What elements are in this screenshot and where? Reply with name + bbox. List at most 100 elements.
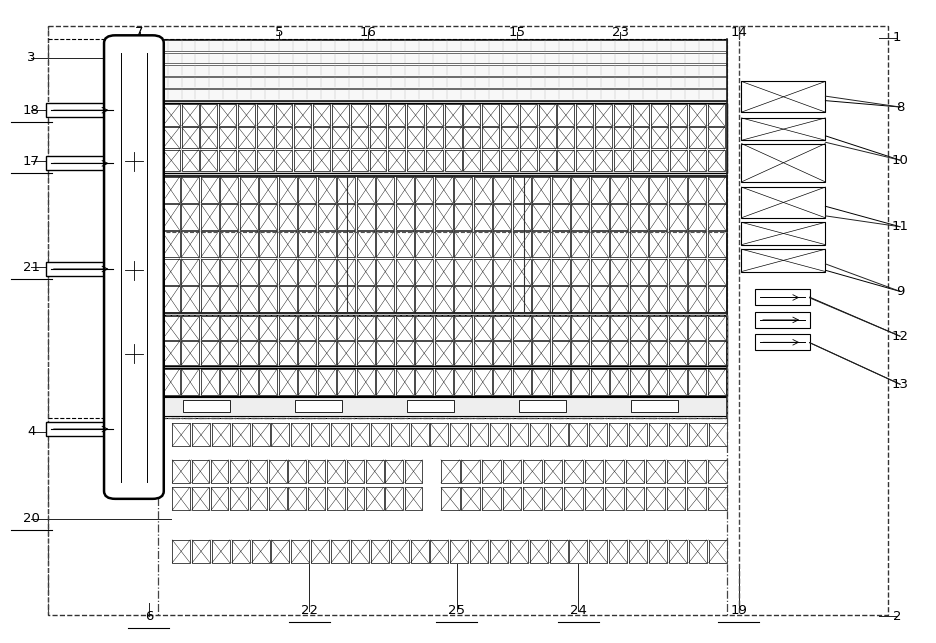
Text: 24: 24 bbox=[570, 604, 587, 617]
Bar bbox=[513, 231, 531, 257]
Bar bbox=[201, 341, 218, 365]
Bar bbox=[431, 540, 448, 563]
Bar bbox=[162, 316, 180, 340]
Bar bbox=[463, 127, 480, 149]
Bar bbox=[533, 177, 550, 203]
Bar bbox=[552, 341, 570, 365]
Bar bbox=[388, 104, 405, 126]
Bar bbox=[192, 423, 210, 446]
Bar bbox=[416, 316, 433, 340]
Bar bbox=[182, 341, 199, 365]
Bar bbox=[376, 231, 394, 257]
Bar bbox=[158, 397, 727, 416]
Text: 12: 12 bbox=[892, 330, 909, 343]
Bar bbox=[610, 316, 628, 340]
Bar bbox=[252, 423, 270, 446]
Bar bbox=[513, 316, 531, 340]
Bar bbox=[629, 423, 647, 446]
Bar bbox=[650, 341, 667, 365]
Bar bbox=[689, 341, 706, 365]
Bar bbox=[552, 258, 570, 285]
Bar bbox=[230, 460, 248, 483]
Text: 16: 16 bbox=[359, 26, 376, 39]
Bar bbox=[666, 460, 685, 483]
Bar bbox=[530, 423, 548, 446]
Bar bbox=[708, 204, 725, 230]
Bar bbox=[294, 104, 312, 126]
Bar bbox=[370, 150, 387, 171]
Text: 8: 8 bbox=[896, 100, 904, 114]
Bar bbox=[435, 231, 452, 257]
Bar bbox=[294, 150, 312, 171]
Bar bbox=[46, 156, 121, 170]
Bar bbox=[183, 399, 230, 412]
Bar bbox=[252, 540, 270, 563]
Bar bbox=[571, 231, 589, 257]
Bar bbox=[328, 460, 344, 483]
Bar bbox=[445, 127, 461, 149]
Bar bbox=[482, 104, 499, 126]
Bar bbox=[376, 204, 394, 230]
Bar bbox=[357, 204, 374, 230]
Bar bbox=[296, 399, 342, 412]
Bar bbox=[220, 369, 238, 395]
Bar bbox=[610, 177, 628, 203]
Bar bbox=[513, 177, 531, 203]
Bar bbox=[687, 487, 706, 511]
Bar bbox=[182, 286, 199, 312]
Bar bbox=[651, 104, 668, 126]
Bar bbox=[220, 204, 238, 230]
Bar bbox=[708, 286, 725, 312]
Bar bbox=[614, 127, 631, 149]
Bar bbox=[416, 231, 433, 257]
Bar bbox=[346, 487, 364, 511]
Bar bbox=[407, 127, 424, 149]
Bar bbox=[590, 423, 607, 446]
Bar bbox=[259, 341, 277, 365]
Bar bbox=[669, 177, 687, 203]
Bar bbox=[332, 127, 349, 149]
Bar bbox=[513, 341, 531, 365]
Bar bbox=[219, 127, 236, 149]
Bar bbox=[318, 369, 335, 395]
Bar bbox=[474, 258, 491, 285]
Bar bbox=[591, 177, 608, 203]
Bar bbox=[407, 399, 454, 412]
Bar bbox=[538, 127, 556, 149]
Bar bbox=[404, 460, 422, 483]
Bar bbox=[299, 258, 316, 285]
Bar bbox=[606, 487, 624, 511]
Bar bbox=[351, 104, 368, 126]
Bar bbox=[454, 231, 472, 257]
Bar bbox=[552, 286, 570, 312]
Bar bbox=[558, 150, 575, 171]
Bar bbox=[533, 204, 550, 230]
Bar bbox=[337, 286, 355, 312]
Bar bbox=[523, 487, 542, 511]
Bar bbox=[670, 150, 687, 171]
Bar bbox=[182, 150, 198, 171]
Bar bbox=[441, 487, 460, 511]
Bar bbox=[435, 204, 452, 230]
Bar bbox=[212, 540, 230, 563]
Bar bbox=[614, 150, 631, 171]
Bar bbox=[435, 177, 452, 203]
Bar bbox=[630, 231, 648, 257]
Bar bbox=[357, 231, 374, 257]
Bar bbox=[172, 423, 190, 446]
Bar bbox=[650, 258, 667, 285]
Bar bbox=[162, 369, 180, 395]
Bar bbox=[240, 177, 257, 203]
Bar bbox=[470, 540, 489, 563]
Bar bbox=[407, 104, 424, 126]
Bar bbox=[669, 231, 687, 257]
Bar bbox=[544, 460, 563, 483]
Bar bbox=[288, 487, 306, 511]
Bar bbox=[609, 540, 627, 563]
Bar bbox=[571, 177, 589, 203]
Bar bbox=[160, 40, 727, 100]
Bar bbox=[544, 487, 563, 511]
Bar bbox=[571, 286, 589, 312]
Bar bbox=[631, 399, 678, 412]
Bar bbox=[201, 316, 218, 340]
